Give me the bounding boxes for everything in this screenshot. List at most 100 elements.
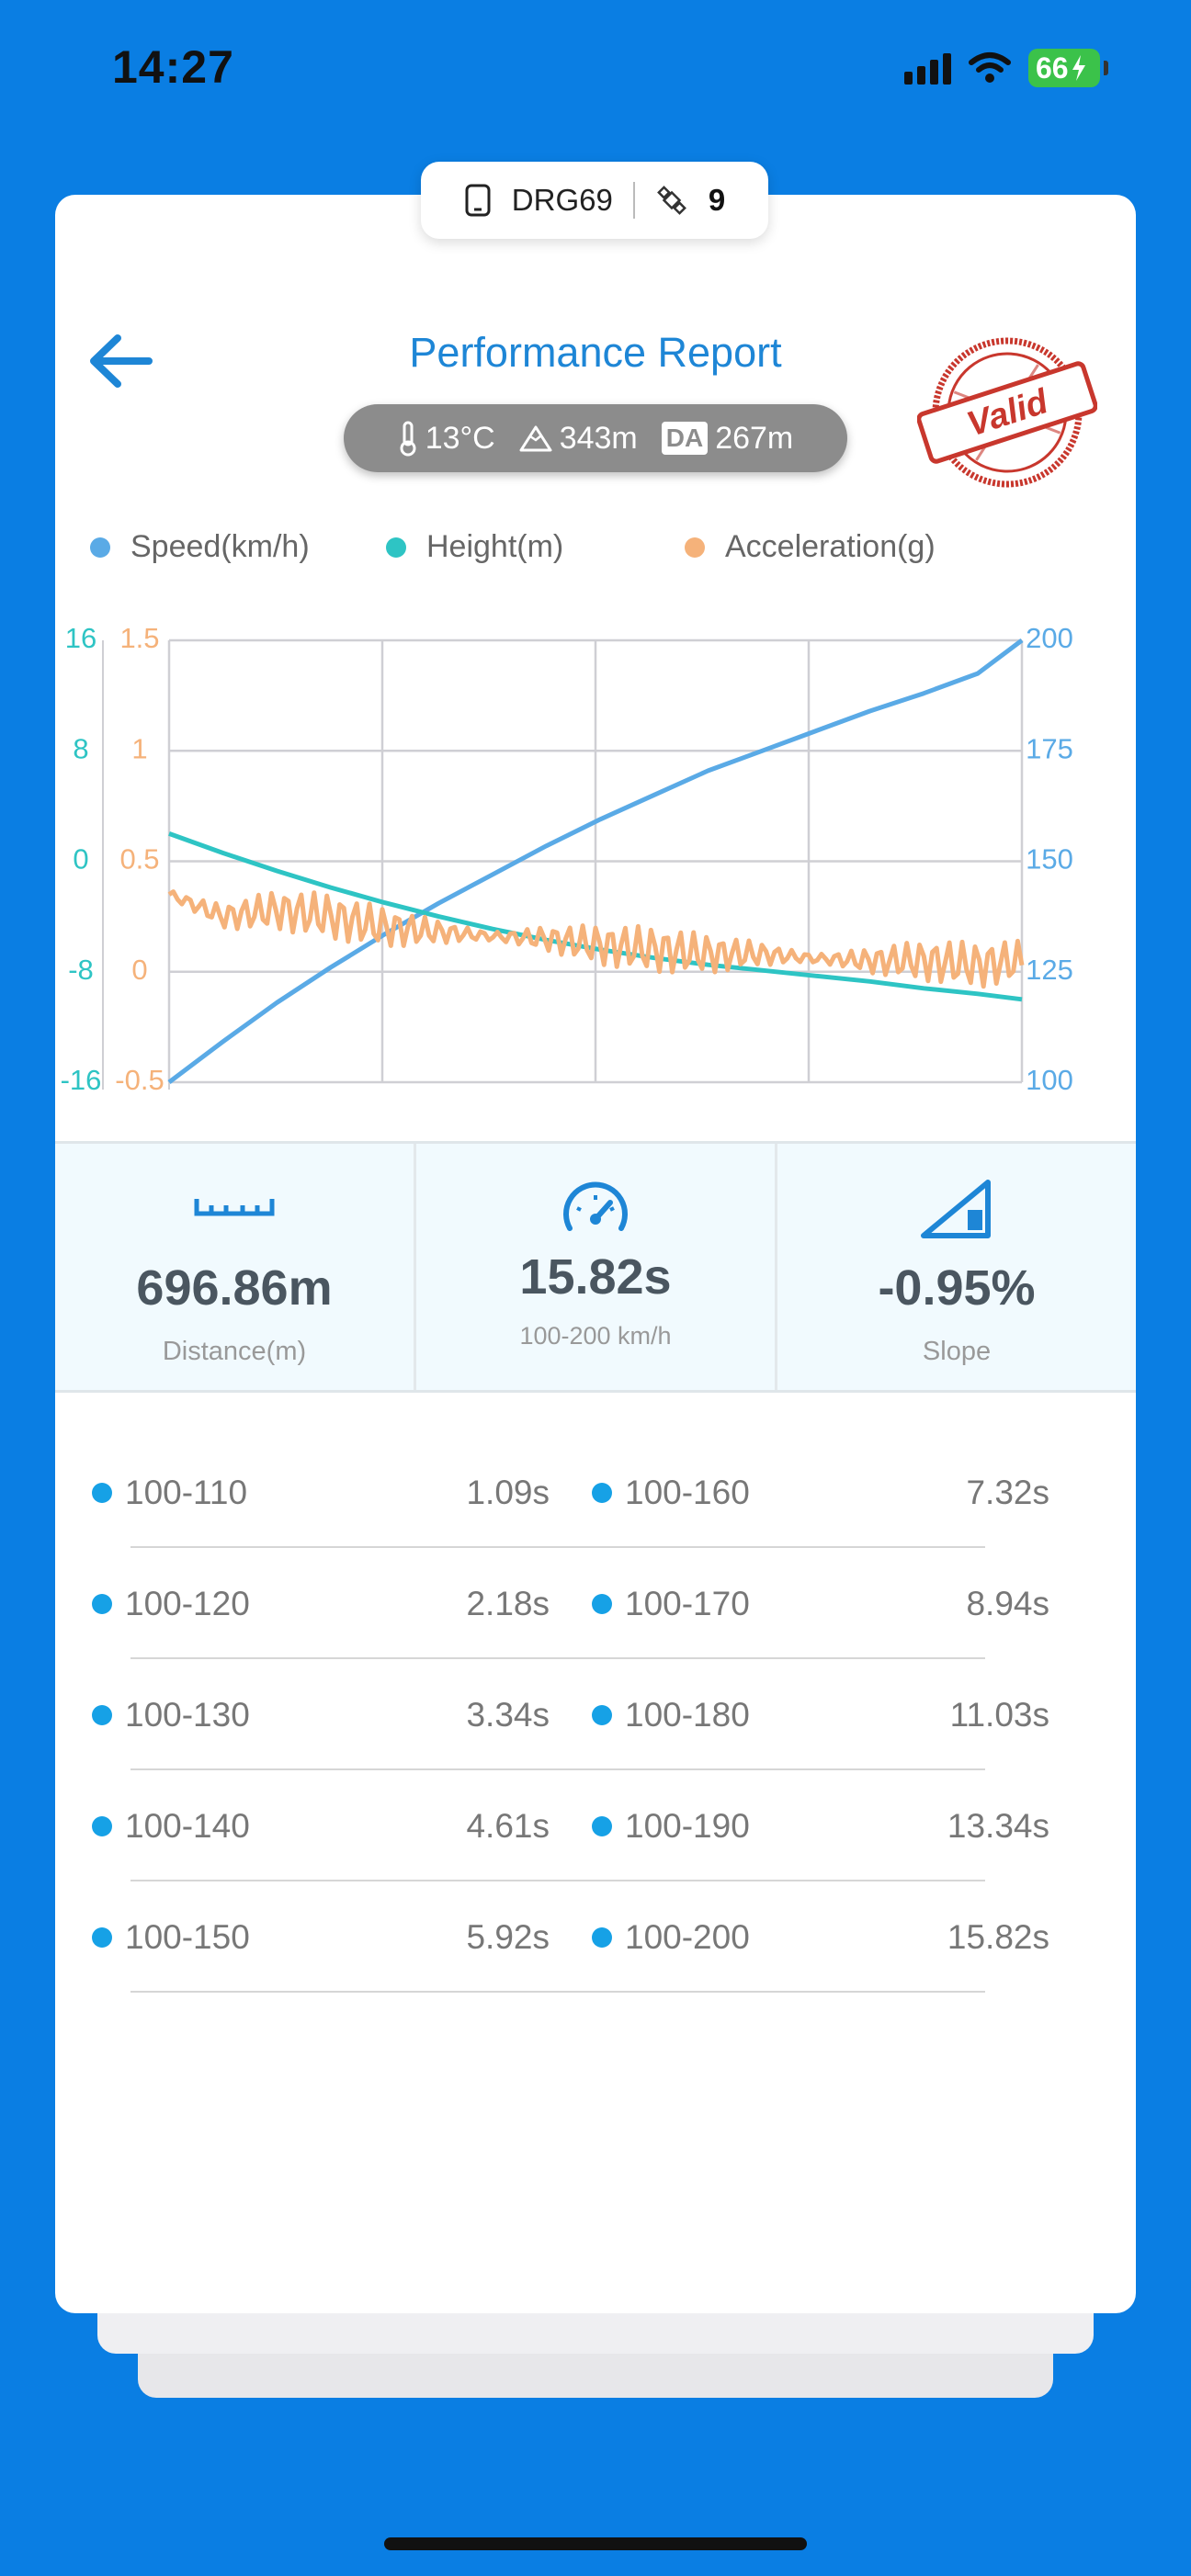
slope-icon: [921, 1180, 991, 1238]
split-dot: [592, 1927, 612, 1948]
split-dot: [92, 1927, 112, 1948]
speed-tick-label: 125: [1026, 954, 1073, 986]
split-divider: [130, 1768, 985, 1770]
height-tick-label: -16: [61, 1064, 102, 1096]
valid-stamp: Valid: [917, 337, 1097, 488]
legend-acceleration-swatch: [685, 537, 705, 558]
split-label: 100-200: [625, 1918, 750, 1956]
time-value: 15.82s: [519, 1249, 672, 1305]
acceleration-tick-label: 0.5: [119, 843, 159, 876]
height-tick-label: 8: [73, 732, 88, 764]
charging-bolt-icon: [1072, 55, 1085, 81]
acceleration-line: [167, 889, 1025, 989]
split-divider: [130, 1546, 985, 1548]
acceleration-tick-label: 1: [131, 732, 147, 764]
split-time: 11.03s: [949, 1696, 1049, 1734]
split-label: 100-180: [625, 1696, 750, 1734]
split-right: 100-160: [592, 1471, 750, 1515]
conditions-pill: 13°C 343m DA 267m: [344, 404, 847, 472]
split-left: 100-140: [92, 1804, 250, 1848]
split-dot: [92, 1483, 112, 1503]
status-icons: 66: [904, 48, 1108, 88]
altitude-value: 343m: [559, 420, 638, 456]
status-bar: 14:27 66: [0, 0, 1191, 138]
split-divider: [130, 1880, 985, 1881]
split-row: 100-110 1.09s 100-160 7.32s: [0, 1456, 1191, 1567]
split-dot: [92, 1816, 112, 1836]
height-tick-label: 16: [65, 622, 96, 654]
split-dot: [592, 1705, 612, 1725]
speed-tick-label: 100: [1026, 1064, 1073, 1096]
split-time: 3.34s: [466, 1696, 550, 1734]
split-time: 2.18s: [466, 1585, 550, 1622]
split-time: 8.94s: [966, 1585, 1049, 1622]
legend-height-label: Height(m): [426, 529, 564, 564]
stat-time: 15.82s 100-200 km/h: [414, 1144, 775, 1390]
speed-line: [167, 638, 1024, 1084]
satellite-icon: [656, 186, 686, 215]
back-arrow-icon[interactable]: [85, 329, 158, 393]
split-right: 100-200: [592, 1915, 750, 1960]
split-label: 100-170: [625, 1585, 750, 1622]
split-label: 100-120: [125, 1585, 250, 1622]
slope-value: -0.95%: [878, 1260, 1036, 1316]
split-dot: [592, 1483, 612, 1503]
speed-tick-label: 150: [1026, 843, 1073, 876]
satellite-count: 9: [708, 183, 726, 217]
pill-divider: [632, 182, 635, 219]
split-label: 100-140: [125, 1807, 250, 1845]
split-left: 100-130: [92, 1693, 250, 1737]
split-right: 100-170: [592, 1582, 750, 1626]
acceleration-tick-label: 0: [131, 954, 147, 986]
acceleration-tick-label: 1.5: [119, 622, 159, 654]
acceleration-tick-label: -0.5: [115, 1064, 164, 1096]
height-tick-label: -8: [68, 954, 94, 986]
stat-slope: -0.95% Slope: [775, 1144, 1136, 1390]
split-label: 100-150: [125, 1918, 250, 1956]
split-dot: [592, 1816, 612, 1836]
device-name: DRG69: [511, 183, 613, 217]
legend-speed-label: Speed(km/h): [130, 529, 310, 564]
status-time: 14:27: [112, 41, 234, 93]
mountain-icon: [519, 425, 552, 452]
density-altitude-item: DA 267m: [661, 420, 794, 457]
battery-indicator: 66: [1028, 49, 1100, 87]
cellular-signal-icon: [904, 51, 951, 85]
density-altitude-badge: DA: [661, 422, 709, 455]
density-altitude-value: 267m: [715, 420, 794, 456]
split-time: 4.61s: [466, 1807, 550, 1845]
split-time: 13.34s: [947, 1807, 1049, 1845]
split-time: 15.82s: [947, 1918, 1049, 1956]
device-icon: [465, 184, 491, 217]
split-right: 100-180: [592, 1693, 750, 1737]
speedometer-icon: [563, 1181, 628, 1231]
legend-height-swatch: [386, 537, 406, 558]
chart-legend: Speed(km/h) Height(m) Acceleration(g): [0, 529, 1191, 575]
split-label: 100-160: [625, 1474, 750, 1511]
slope-label: Slope: [922, 1337, 992, 1366]
speed-tick-label: 200: [1026, 622, 1073, 654]
split-left: 100-110: [92, 1471, 247, 1515]
split-dot: [92, 1705, 112, 1725]
battery-tip: [1104, 61, 1108, 75]
split-row: 100-120 2.18s 100-170 8.94s: [0, 1567, 1191, 1678]
thermometer-icon: [400, 421, 416, 457]
split-left: 100-150: [92, 1915, 250, 1960]
performance-chart: 16 8 0 -8 -16 1.5 1 0.5 0 -0.5 200 175 150 125 100: [61, 622, 1073, 1096]
split-label: 100-130: [125, 1696, 250, 1734]
legend-acceleration-label: Acceleration(g): [725, 529, 936, 564]
split-time: 7.32s: [966, 1474, 1049, 1511]
page-title: Performance Report: [409, 329, 782, 376]
temperature-value: 13°C: [425, 420, 495, 456]
stat-distance: 696.86m Distance(m): [55, 1144, 414, 1390]
distance-value: 696.86m: [136, 1260, 333, 1316]
legend-height: Height(m): [386, 529, 563, 565]
split-label: 100-110: [125, 1474, 248, 1511]
home-indicator[interactable]: [384, 2537, 807, 2550]
split-row: 100-140 4.61s 100-190 13.34s: [0, 1790, 1191, 1901]
split-row: 100-130 3.34s 100-180 11.03s: [0, 1678, 1191, 1790]
temperature-item: 13°C: [398, 420, 495, 457]
split-right: 100-190: [592, 1804, 750, 1848]
device-pill[interactable]: DRG69 9: [421, 162, 768, 239]
stats-row: 696.86m Distance(m) 15.82s 100-200 km/h …: [55, 1141, 1136, 1393]
